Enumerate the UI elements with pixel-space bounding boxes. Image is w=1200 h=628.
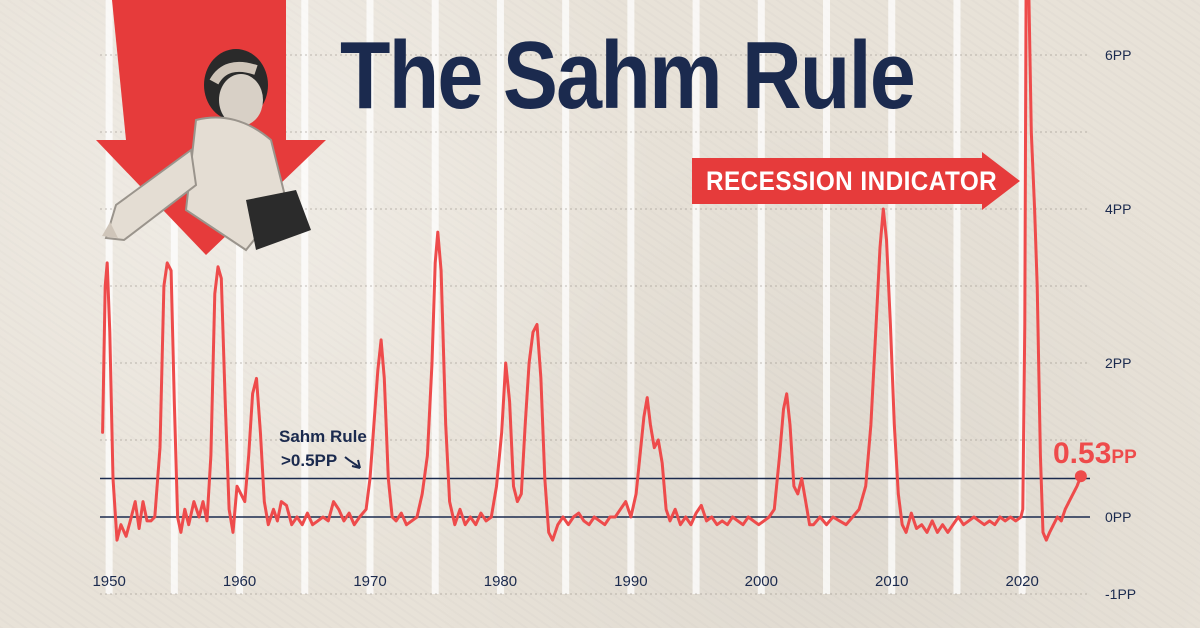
right-arrow-banner-icon [692,152,1020,210]
latest-value-unit: PP [1111,447,1137,468]
chart-subtitle: RECESSION INDICATOR [706,166,998,196]
y-tick-label: -1PP [1105,586,1136,602]
x-tick-label: 2010 [875,573,908,590]
latest-value-marker [1074,470,1087,483]
decorative-arrow-photo [96,0,326,255]
vertical-grid [105,0,1026,594]
latest-value-label: 0.53PP [1053,437,1137,470]
y-tick-label: 0PP [1105,509,1131,525]
x-tick-label: 1980 [484,573,517,590]
y-axis-tick-labels: 6PP 4PP 2PP 0PP -1PP [1105,47,1136,602]
subtitle-banner [692,152,1020,210]
x-tick-label: 2020 [1005,573,1038,590]
y-tick-label: 2PP [1105,355,1131,371]
series-line [101,0,1083,542]
x-tick-label: 1960 [223,573,256,590]
y-tick-label: 4PP [1105,201,1131,217]
x-tick-label: 2000 [745,573,778,590]
reference-lines [100,477,1090,518]
x-tick-label: 1990 [614,573,647,590]
y-tick-label: 6PP [1105,47,1131,63]
distressed-person-illustration [102,49,311,252]
chart-title: The Sahm Rule [340,22,916,129]
x-tick-label: 1970 [353,573,386,590]
x-tick-label: 1950 [92,573,125,590]
latest-value-number: 0.53 [1053,437,1111,470]
annotation-arrowhead-icon [351,459,361,469]
annotation-line-1: Sahm Rule [279,427,367,446]
x-axis-tick-labels: 1950 1960 1970 1980 1990 2000 2010 2020 [92,573,1038,590]
annotation-line-2: >0.5PP [281,451,337,470]
